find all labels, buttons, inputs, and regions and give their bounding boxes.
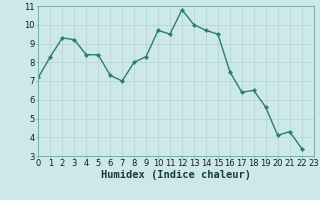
X-axis label: Humidex (Indice chaleur): Humidex (Indice chaleur) [101,170,251,180]
